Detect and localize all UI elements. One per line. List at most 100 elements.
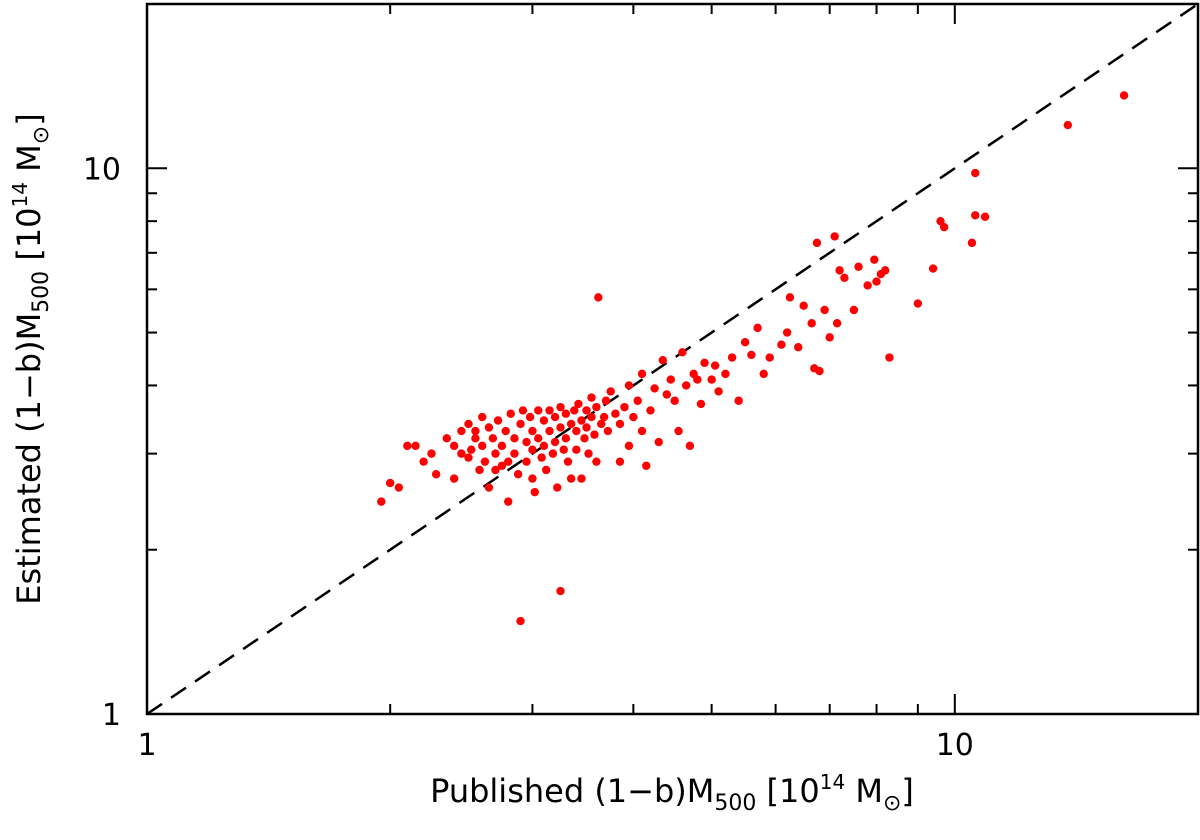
data-point bbox=[753, 323, 762, 333]
data-point bbox=[832, 319, 842, 328]
data-point bbox=[707, 375, 716, 384]
data-point bbox=[582, 406, 591, 415]
data-point bbox=[620, 402, 629, 412]
data-point bbox=[611, 409, 620, 418]
data-point bbox=[666, 375, 675, 384]
data-point bbox=[799, 301, 808, 310]
data-point bbox=[971, 211, 980, 220]
data-point bbox=[534, 406, 543, 415]
data-point bbox=[510, 449, 519, 458]
y-tick-label: 1 bbox=[102, 698, 121, 733]
data-point bbox=[457, 426, 466, 436]
data-point bbox=[815, 366, 824, 376]
data-point bbox=[658, 355, 667, 365]
data-point bbox=[820, 305, 829, 315]
data-point bbox=[825, 333, 834, 342]
data-point bbox=[637, 426, 647, 436]
data-point bbox=[528, 426, 537, 436]
data-point bbox=[587, 412, 596, 422]
data-point bbox=[513, 470, 523, 479]
data-point bbox=[484, 483, 494, 492]
data-point bbox=[939, 222, 949, 232]
data-point bbox=[464, 453, 473, 462]
data-point bbox=[601, 396, 611, 405]
data-point bbox=[782, 328, 792, 337]
data-point bbox=[615, 457, 625, 466]
data-point bbox=[457, 449, 466, 458]
data-point bbox=[807, 319, 816, 328]
data-point bbox=[759, 369, 768, 379]
data-point bbox=[510, 434, 519, 443]
data-point bbox=[606, 387, 615, 396]
plot-frame bbox=[145, 2, 1200, 716]
data-point bbox=[504, 457, 513, 466]
data-point bbox=[561, 434, 571, 443]
data-points bbox=[377, 91, 1129, 626]
data-point bbox=[553, 483, 562, 492]
data-point bbox=[615, 419, 625, 429]
data-point bbox=[516, 419, 525, 429]
data-point bbox=[545, 426, 554, 436]
x-tick-label: 10 bbox=[936, 728, 974, 763]
data-point bbox=[633, 396, 642, 405]
data-point bbox=[700, 358, 709, 368]
data-point bbox=[501, 426, 510, 436]
data-point bbox=[556, 402, 565, 412]
data-point bbox=[580, 434, 589, 443]
data-point bbox=[577, 416, 586, 425]
y-tick-label: 10 bbox=[83, 152, 121, 187]
data-point bbox=[880, 266, 890, 275]
data-point bbox=[491, 465, 500, 475]
data-point bbox=[629, 412, 638, 422]
data-point bbox=[693, 375, 702, 384]
data-point bbox=[678, 348, 687, 357]
reference-line bbox=[146, 2, 1199, 716]
data-point bbox=[491, 449, 500, 458]
data-point bbox=[685, 441, 695, 451]
data-point bbox=[637, 369, 647, 379]
data-point bbox=[849, 305, 859, 315]
data-point bbox=[377, 497, 386, 506]
data-point bbox=[913, 299, 923, 308]
data-point bbox=[572, 445, 581, 454]
data-point bbox=[863, 281, 872, 290]
data-point bbox=[537, 453, 546, 462]
data-point bbox=[548, 449, 558, 458]
data-point bbox=[550, 412, 560, 422]
data-point bbox=[506, 409, 515, 418]
data-point bbox=[541, 465, 551, 475]
data-point bbox=[545, 406, 554, 415]
data-point bbox=[785, 293, 795, 302]
data-point bbox=[594, 293, 603, 302]
data-point bbox=[550, 437, 560, 447]
data-point bbox=[582, 423, 591, 432]
data-point bbox=[385, 478, 395, 488]
x-tick-label: 1 bbox=[137, 728, 156, 763]
data-point bbox=[599, 412, 609, 422]
data-point bbox=[592, 402, 601, 412]
data-point bbox=[525, 412, 535, 422]
data-point bbox=[734, 396, 743, 405]
y-tick-labels: 1 10 bbox=[83, 152, 121, 733]
data-point bbox=[654, 437, 663, 447]
data-point bbox=[794, 343, 803, 352]
data-point bbox=[710, 361, 720, 370]
data-point bbox=[670, 396, 679, 405]
data-point bbox=[928, 264, 938, 273]
y-axis-label: Estimated (1−b)M500 [1014 M⊙] bbox=[8, 113, 54, 604]
data-point bbox=[835, 266, 844, 275]
data-point bbox=[539, 416, 549, 425]
data-point bbox=[556, 423, 565, 432]
data-point bbox=[812, 238, 822, 248]
data-point bbox=[577, 474, 586, 483]
data-point bbox=[497, 441, 507, 451]
data-point bbox=[488, 434, 498, 443]
data-point bbox=[427, 449, 436, 458]
data-point bbox=[597, 419, 606, 429]
data-point bbox=[967, 238, 977, 248]
data-point bbox=[830, 232, 839, 241]
data-point bbox=[624, 381, 634, 390]
data-point bbox=[674, 426, 683, 436]
data-point bbox=[721, 369, 730, 379]
data-point bbox=[971, 168, 980, 178]
